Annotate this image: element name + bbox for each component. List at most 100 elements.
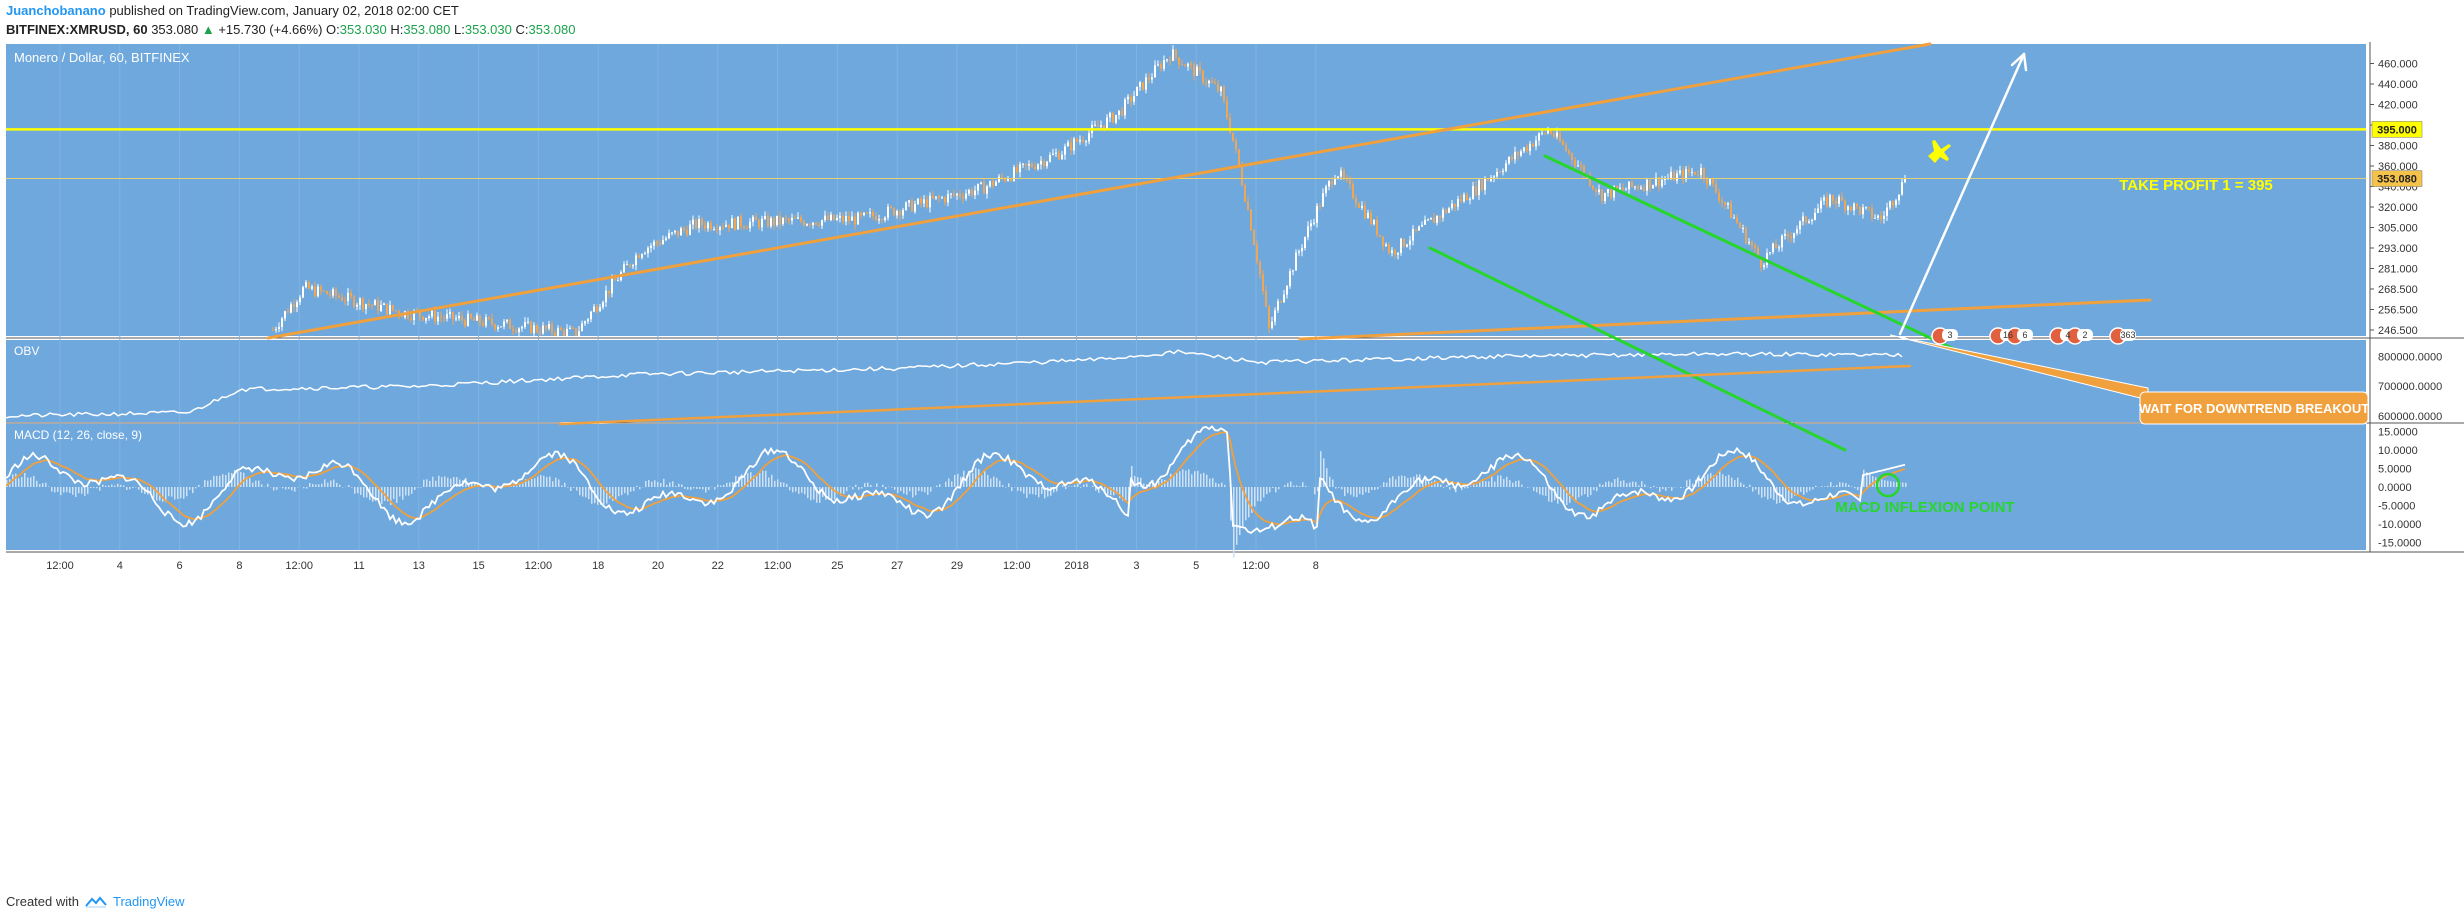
candle-body [1646,179,1648,191]
macd-histogram-bar [30,477,32,487]
macd-histogram-bar [291,487,293,491]
macd-histogram-bar [813,487,815,500]
candle-body [719,226,721,231]
macd-histogram-bar [102,484,104,487]
candle-body [1283,294,1285,303]
candle-body [1214,82,1216,84]
candle-body [590,311,592,320]
macd-histogram-bar [1242,487,1244,527]
macd-histogram-bar [1566,487,1568,506]
macd-histogram-bar [1584,487,1586,495]
candle-body [1082,139,1084,142]
macd-histogram-bar [1116,487,1118,494]
candle-body [1154,65,1156,78]
candle-body [1805,216,1807,223]
macd-histogram-bar [423,479,425,487]
obv-tick-label: 700000.0000 [2378,381,2442,393]
macd-histogram-bar [1608,481,1610,487]
candle-body [1886,207,1888,216]
macd-histogram-bar [450,478,452,487]
macd-histogram-bar [1902,482,1904,487]
tradingview-brand[interactable]: TradingView [112,894,185,909]
macd-histogram-bar [15,473,17,487]
candle-body [992,181,994,186]
macd-histogram-bar [771,474,773,487]
candle-body [1412,228,1414,241]
macd-histogram-bar [1716,475,1718,487]
main-panel-background [6,44,2366,336]
candle-body [497,327,499,330]
candle-body [857,212,859,225]
candle-body [1538,133,1540,141]
candle-body [500,326,502,328]
candle-body [839,215,841,218]
macd-histogram-bar [684,487,686,489]
candle-body [605,290,607,303]
macd-histogram-bar [315,484,317,487]
macd-histogram-bar [1644,484,1646,487]
candle-body [686,229,688,235]
candle-body [479,315,481,324]
candle-body [995,181,997,186]
candle-body [1037,164,1039,169]
macd-histogram-bar [1341,487,1343,490]
candle-body [1448,208,1450,213]
macd-histogram-bar [117,483,119,487]
macd-histogram-bar [957,473,959,487]
candle-body [1181,64,1183,66]
macd-histogram-bar [1179,471,1181,487]
candle-body [1016,167,1018,173]
candle-body [1811,219,1813,222]
time-tick-label: 27 [891,560,903,572]
macd-histogram-bar [978,469,980,487]
macd-histogram-bar [1752,487,1754,492]
candle-body [1415,228,1417,231]
macd-histogram-bar [1491,476,1493,487]
macd-histogram-bar [1272,487,1274,489]
macd-histogram-bar [441,476,443,487]
macd-histogram-bar [348,485,350,487]
candle-body [878,219,880,221]
candle-body [278,326,280,329]
time-tick-label: 15 [472,560,484,572]
time-tick-label: 8 [1313,560,1319,572]
macd-histogram-bar [870,484,872,487]
axes: 460.000440.000420.000400.000380.000360.0… [46,59,2442,573]
macd-histogram-bar [1230,487,1232,521]
macd-histogram-bar [768,477,770,487]
candle-body [1169,59,1171,61]
macd-histogram-bar [1737,477,1739,487]
macd-histogram-bar [357,487,359,494]
candle-body [1343,170,1345,178]
macd-histogram-bar [6,479,8,487]
macd-histogram-bar [744,476,746,487]
candle-body [347,292,349,302]
candle-body [1553,133,1555,137]
candle-body [545,325,547,329]
candle-body [614,278,616,281]
macd-histogram-bar [237,469,239,487]
event-badge-count: 4 [2065,330,2070,340]
candle-body [1742,227,1744,229]
candle-body [1517,151,1519,156]
take-profit-label: TAKE PROFIT 1 = 395 [2119,177,2273,194]
macd-histogram-bar [1851,486,1853,487]
author-link[interactable]: Juanchobanano [6,3,106,18]
candle-body [1076,138,1078,142]
candle-body [443,317,445,319]
symbol-label[interactable]: BITFINEX:XMRUSD, 60 [6,22,148,37]
macd-histogram-bar [618,487,620,497]
candle-body [740,216,742,227]
candle-body [1826,197,1828,207]
time-tick-label: 12:00 [46,560,74,572]
chart-area[interactable]: 460.000440.000420.000400.000380.000360.0… [0,42,2464,882]
macd-histogram-bar [645,480,647,487]
macd-histogram-bar [420,487,422,488]
macd-histogram-bar [1260,487,1262,502]
candle-body [395,310,397,312]
candle-body [842,215,844,222]
candle-body [1223,86,1225,101]
drawings[interactable] [6,42,2369,498]
macd-histogram-bar [195,487,197,489]
candle-body [1847,206,1849,211]
